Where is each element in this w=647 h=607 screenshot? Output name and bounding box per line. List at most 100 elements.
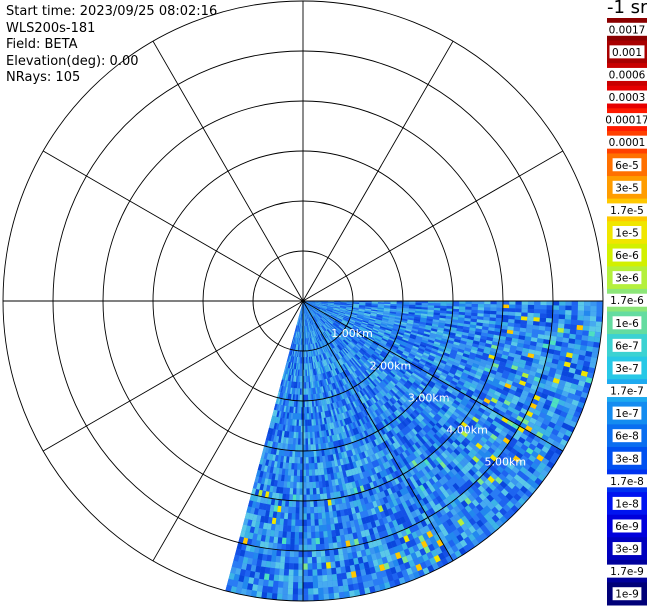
range-gate-cell <box>443 449 451 457</box>
range-gate-cell <box>304 307 307 314</box>
range-gate-cell <box>422 367 429 373</box>
range-gate-cell <box>236 561 243 569</box>
range-gate-cell <box>402 306 410 309</box>
range-gate-cell <box>562 337 570 344</box>
range-gate-cell <box>482 423 490 431</box>
range-gate-cell <box>460 374 468 381</box>
range-gate-cell <box>278 493 283 500</box>
range-gate-cell <box>400 321 407 325</box>
range-gate-cell <box>283 405 287 413</box>
range-gate-cell <box>395 352 402 358</box>
range-gate-cell <box>356 333 362 338</box>
range-gate-cell <box>296 382 299 389</box>
range-gate-cell <box>402 313 409 316</box>
range-gate-cell <box>295 350 297 357</box>
range-gate-cell <box>286 450 290 457</box>
range-gate-cell <box>292 362 295 370</box>
range-gate-cell <box>532 358 540 365</box>
range-gate-cell <box>308 369 311 376</box>
range-gate-cell <box>470 438 478 446</box>
range-gate-cell <box>490 307 497 312</box>
range-gate-cell <box>325 442 330 450</box>
range-gate-cell <box>312 308 318 314</box>
range-gate-cell <box>485 364 493 370</box>
range-gate-cell <box>418 345 426 351</box>
range-gate-cell <box>280 550 286 557</box>
range-gate-cell <box>304 307 306 314</box>
range-gate-cell <box>327 301 335 303</box>
range-gate-cell <box>468 502 476 510</box>
range-gate-cell <box>352 309 359 312</box>
range-gate-cell <box>367 348 374 354</box>
range-gate-cell <box>352 500 358 508</box>
range-gate-cell <box>527 466 536 475</box>
range-gate-cell <box>356 446 362 454</box>
range-gate-cell <box>263 573 270 581</box>
range-gate-cell <box>515 301 522 305</box>
range-gate-cell <box>372 379 379 386</box>
range-gate-cell <box>311 309 317 315</box>
range-gate-cell <box>305 332 307 339</box>
range-gate-cell <box>407 505 415 513</box>
range-gate-cell <box>390 360 397 366</box>
range-gate-cell <box>326 351 331 358</box>
range-gate-cell <box>379 413 386 421</box>
range-gate-cell <box>318 310 325 315</box>
range-gate-cell <box>336 573 343 581</box>
range-gate-cell <box>321 474 326 482</box>
range-gate-cell <box>280 385 284 393</box>
range-gate-cell <box>414 368 421 374</box>
range-gate-cell <box>291 362 294 369</box>
range-gate-cell <box>284 380 288 387</box>
range-gate-cell <box>506 333 513 338</box>
range-gate-cell <box>485 486 494 495</box>
range-gate-cell <box>339 372 345 379</box>
range-gate-cell <box>308 381 311 389</box>
range-gate-cell <box>314 315 319 321</box>
range-gate-cell <box>361 336 368 341</box>
range-gate-cell <box>349 366 355 373</box>
range-gate-cell <box>366 414 372 422</box>
range-gate-cell <box>519 422 528 430</box>
range-gate-cell <box>291 456 295 464</box>
range-gate-cell <box>449 393 457 400</box>
range-gate-cell <box>456 436 464 444</box>
range-gate-cell <box>425 361 433 367</box>
range-gate-cell <box>375 358 382 364</box>
range-gate-cell <box>434 305 441 309</box>
range-gate-cell <box>454 385 462 392</box>
range-gate-cell <box>424 363 432 369</box>
range-gate-cell <box>305 325 307 333</box>
range-gate-cell <box>391 404 398 412</box>
range-gate-cell <box>369 405 375 413</box>
range-gate-cell <box>345 310 352 313</box>
range-gate-cell <box>477 304 485 308</box>
range-gate-cell <box>522 462 531 471</box>
range-gate-cell <box>457 320 465 324</box>
range-gate-cell <box>507 451 516 459</box>
range-gate-cell <box>313 494 317 501</box>
range-gate-cell <box>347 334 353 340</box>
range-gate-cell <box>341 541 347 548</box>
range-gate-cell <box>399 488 406 496</box>
range-gate-cell <box>363 333 370 338</box>
range-gate-cell <box>308 312 311 319</box>
range-gate-cell <box>351 365 357 371</box>
range-gate-cell <box>388 534 395 542</box>
range-gate-cell <box>421 504 429 513</box>
range-gate-cell <box>306 325 308 332</box>
range-gate-cell <box>294 532 299 539</box>
range-gate-cell <box>354 346 360 352</box>
range-gate-cell <box>440 406 448 413</box>
range-gate-cell <box>324 379 328 386</box>
range-gate-cell <box>380 537 387 545</box>
range-gate-cell <box>274 568 280 575</box>
range-gate-cell <box>448 531 457 540</box>
range-gate-cell <box>420 341 428 346</box>
range-gate-cell <box>323 398 327 405</box>
range-gate-cell <box>490 347 498 353</box>
range-gate-cell <box>325 338 330 344</box>
range-gate-cell <box>359 439 365 446</box>
range-gate-cell <box>500 377 508 383</box>
range-gate-cell <box>363 450 369 458</box>
